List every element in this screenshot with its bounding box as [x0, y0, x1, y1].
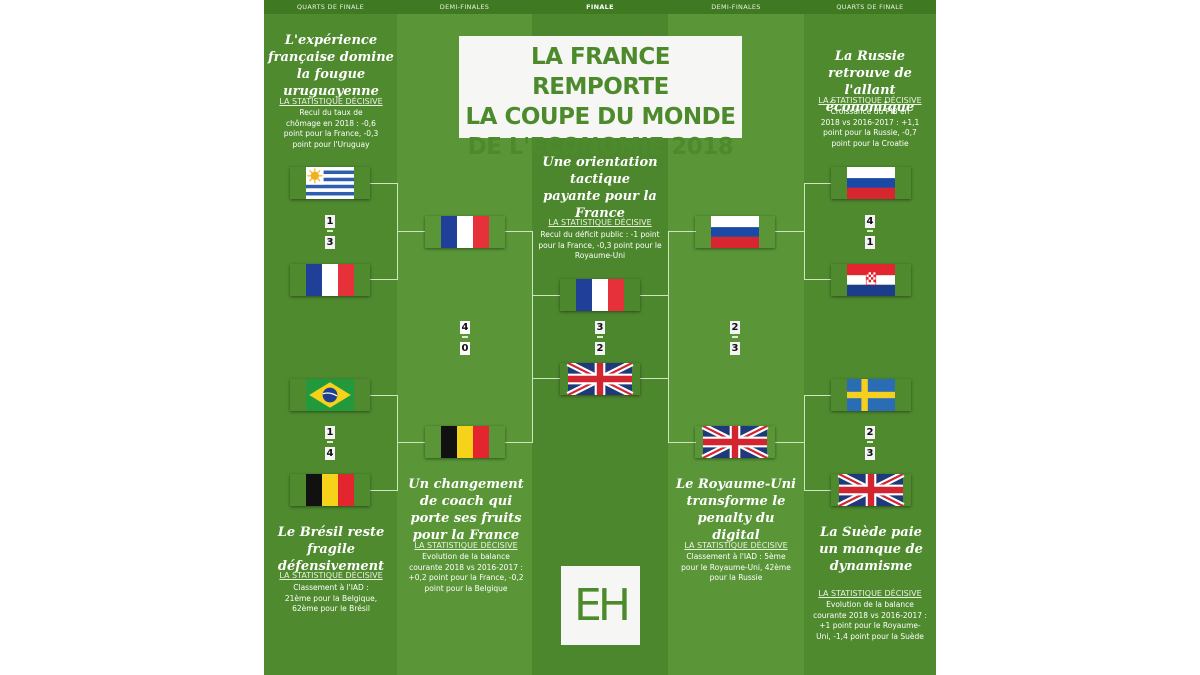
field-stripe [264, 0, 397, 675]
title-line-3: DE L'ECONOMIE 2018 [467, 134, 734, 160]
qf1-score-top: 1 [325, 215, 335, 228]
qf4-stat-text: Evolution de la balance courante 2018 vs… [813, 600, 927, 641]
sf-left-stat-text: Evolution de la balance courante 2018 vs… [408, 552, 524, 593]
bracket-line [640, 378, 669, 379]
bracket-line [804, 490, 831, 491]
final-stat-label: LA STATISTIQUE DÉCISIVE [548, 218, 652, 227]
round-label-qf-left: QUARTS DE FINALE [296, 3, 365, 11]
bracket-line [532, 231, 533, 443]
qf3-score-bottom: 1 [865, 236, 875, 249]
france-flag [560, 279, 640, 311]
sf-right-headline: Le Royaume-Uni transforme le penalty du … [676, 477, 796, 543]
bracket-line [370, 490, 398, 491]
bracket-line [775, 231, 805, 232]
qf3-stat-label: LA STATISTIQUE DÉCISIVE [818, 96, 922, 105]
final-headline: Une orientation tactique payante pour la… [542, 155, 658, 221]
france-flag [425, 216, 505, 248]
sf-left-headline: Un changement de coach qui porte ses fru… [408, 477, 524, 543]
bracket-line [668, 231, 696, 232]
bracket-line [505, 231, 533, 232]
qf3-stat-text: Croissance du PIB en 2018 vs 2016-2017 :… [820, 107, 920, 148]
bracket-line [668, 442, 696, 443]
title-box: LA FRANCE REMPORTE LA COUPE DU MONDE DE … [459, 36, 742, 160]
qf1-score-bottom: 3 [325, 236, 335, 249]
sf-right-score-top: 2 [730, 321, 740, 334]
belgium-flag [290, 474, 370, 506]
title-line-1: LA FRANCE REMPORTE [530, 44, 671, 100]
russia-flag [695, 216, 775, 248]
brazil-flag [290, 379, 370, 411]
bracket-line [505, 442, 533, 443]
round-header-bar: QUARTS DE FINALE DEMI-FINALES FINALE DEM… [264, 0, 936, 14]
final-stat-text: Recul du déficit public : -1 point pour … [538, 230, 662, 260]
bracket-line [804, 183, 831, 184]
sf-right-score-bottom: 3 [730, 342, 740, 355]
qf1-stat-label: LA STATISTIQUE DÉCISIVE [279, 97, 383, 106]
uk-flag [695, 426, 775, 458]
qf2-score-top: 1 [325, 426, 335, 439]
final-score-bottom: 2 [595, 342, 605, 355]
round-label-qf-right: QUARTS DE FINALE [836, 3, 904, 11]
qf1-stat-text: Recul du taux de chômage en 2018 : -0,6 … [283, 108, 379, 149]
qf3-score-top: 4 [865, 215, 875, 228]
bracket-line [370, 183, 398, 184]
bracket-line [397, 442, 425, 443]
sf-left-score-bottom: 0 [460, 342, 470, 355]
qf4-score-top: 2 [865, 426, 875, 439]
title-line-2: LA COUPE DU MONDE [465, 104, 736, 130]
score-separator [732, 336, 738, 338]
score-separator [327, 441, 333, 443]
score-separator [327, 230, 333, 232]
sf-right-stat-label: LA STATISTIQUE DÉCISIVE [684, 541, 788, 550]
round-label-sf-left: DEMI-FINALES [439, 3, 490, 11]
round-label-final: FINALE [586, 3, 614, 11]
qf2-score-bottom: 4 [325, 447, 335, 460]
sf-right-stat-text: Classement à l'IAD : 5ème pour le Royaum… [681, 552, 791, 582]
bracket-line [397, 231, 425, 232]
uk-flag [560, 363, 640, 395]
bracket-line [370, 279, 398, 280]
bracket-line [804, 395, 831, 396]
eh-logo: EH [561, 566, 640, 645]
final-score-top: 3 [595, 321, 605, 334]
uk-flag [831, 474, 911, 506]
bracket-line [397, 395, 398, 491]
bracket-line [370, 395, 398, 396]
score-separator [597, 336, 603, 338]
qf4-stat-label: LA STATISTIQUE DÉCISIVE [818, 589, 922, 598]
croatia-flag [831, 264, 911, 296]
bracket-board: QUARTS DE FINALE DEMI-FINALES FINALE DEM… [264, 0, 936, 675]
bracket-line [804, 395, 805, 491]
sf-left-score-top: 4 [460, 321, 470, 334]
france-flag [290, 264, 370, 296]
russia-flag [831, 167, 911, 199]
bracket-line [668, 231, 669, 443]
bracket-line [532, 378, 560, 379]
belgium-flag [425, 426, 505, 458]
qf3-headline: La Russie retrouve de l'allant économiqu… [825, 49, 915, 115]
qf1-headline: L'expérience française domine la fougue … [268, 33, 394, 99]
field-stripe [804, 0, 936, 675]
score-separator [867, 230, 873, 232]
bracket-line [775, 442, 805, 443]
qf2-stat-label: LA STATISTIQUE DÉCISIVE [279, 571, 383, 580]
sweden-flag [831, 379, 911, 411]
qf2-stat-text: Classement à l'IAD : 21ème pour la Belgi… [284, 583, 378, 613]
qf4-headline: La Suède paie un manque de dynamisme [819, 525, 923, 574]
bracket-line [640, 295, 669, 296]
bracket-line [804, 279, 831, 280]
score-separator [867, 441, 873, 443]
round-label-sf-right: DEMI-FINALES [711, 3, 761, 11]
sf-left-stat-label: LA STATISTIQUE DÉCISIVE [414, 541, 518, 550]
score-separator [462, 336, 468, 338]
bracket-line [532, 295, 560, 296]
qf2-headline: Le Brésil reste fragile défensivement [277, 525, 385, 574]
uruguay-flag [290, 167, 370, 199]
qf4-score-bottom: 3 [865, 447, 875, 460]
